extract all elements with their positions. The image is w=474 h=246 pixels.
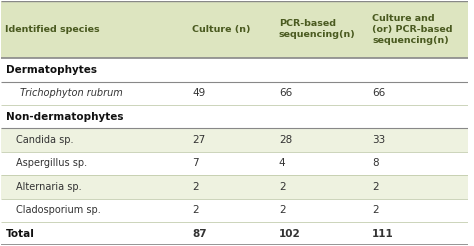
Text: 2: 2 bbox=[279, 205, 285, 215]
Bar bbox=[0, 58, 468, 82]
Text: 8: 8 bbox=[372, 158, 379, 169]
Text: 2: 2 bbox=[372, 205, 379, 215]
Text: 28: 28 bbox=[279, 135, 292, 145]
Text: 66: 66 bbox=[372, 88, 385, 98]
Text: Identified species: Identified species bbox=[5, 25, 100, 34]
Bar bbox=[0, 82, 468, 105]
Text: PCR-based
sequencing(n): PCR-based sequencing(n) bbox=[279, 19, 356, 40]
Text: 7: 7 bbox=[192, 158, 199, 169]
Text: Culture and
(or) PCR-based
sequencing(n): Culture and (or) PCR-based sequencing(n) bbox=[372, 14, 453, 45]
Text: Candida sp.: Candida sp. bbox=[16, 135, 73, 145]
Bar bbox=[0, 222, 468, 245]
Text: 33: 33 bbox=[372, 135, 385, 145]
Text: 2: 2 bbox=[279, 182, 285, 192]
Text: Non-dermatophytes: Non-dermatophytes bbox=[6, 112, 124, 122]
Text: Aspergillus sp.: Aspergillus sp. bbox=[16, 158, 87, 169]
Text: 49: 49 bbox=[192, 88, 206, 98]
Bar bbox=[0, 128, 468, 152]
Text: 2: 2 bbox=[192, 205, 199, 215]
Text: 102: 102 bbox=[279, 229, 301, 239]
Text: 2: 2 bbox=[192, 182, 199, 192]
Text: 4: 4 bbox=[279, 158, 285, 169]
Bar bbox=[0, 152, 468, 175]
Bar bbox=[0, 1, 468, 58]
Text: 27: 27 bbox=[192, 135, 206, 145]
Bar bbox=[0, 105, 468, 128]
Bar bbox=[0, 199, 468, 222]
Text: Cladosporium sp.: Cladosporium sp. bbox=[16, 205, 100, 215]
Text: 66: 66 bbox=[279, 88, 292, 98]
Text: Culture (n): Culture (n) bbox=[192, 25, 251, 34]
Text: Alternaria sp.: Alternaria sp. bbox=[16, 182, 81, 192]
Text: 2: 2 bbox=[372, 182, 379, 192]
Bar bbox=[0, 175, 468, 199]
Text: Dermatophytes: Dermatophytes bbox=[6, 65, 97, 75]
Text: 87: 87 bbox=[192, 229, 207, 239]
Text: 111: 111 bbox=[372, 229, 394, 239]
Text: Total: Total bbox=[6, 229, 35, 239]
Text: Trichophyton rubrum: Trichophyton rubrum bbox=[20, 88, 123, 98]
